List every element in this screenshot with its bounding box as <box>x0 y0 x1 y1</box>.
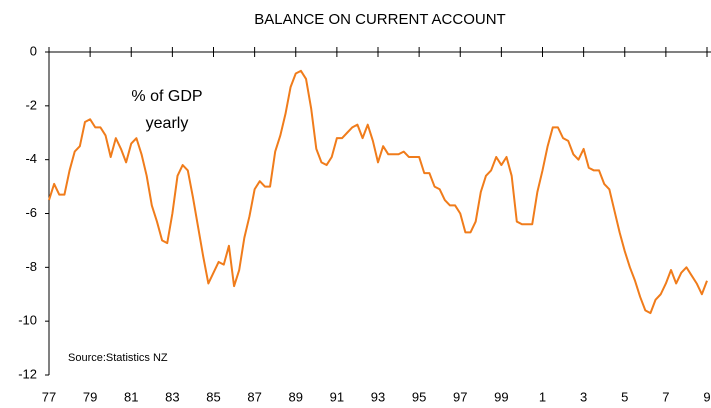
x-tick-label: 87 <box>247 389 261 404</box>
x-tick-label: 79 <box>83 389 97 404</box>
chart-title: BALANCE ON CURRENT ACCOUNT <box>254 11 505 28</box>
y-tick-label: -6 <box>25 205 37 220</box>
x-tick-label: 95 <box>412 389 426 404</box>
x-tick-label: 5 <box>621 389 628 404</box>
x-tick-label: 7 <box>662 389 669 404</box>
x-tick-label: 3 <box>580 389 587 404</box>
source-note: Source:Statistics NZ <box>68 352 168 364</box>
x-tick-label: 77 <box>42 389 56 404</box>
x-tick-label: 81 <box>124 389 138 404</box>
x-tick-label: 85 <box>206 389 220 404</box>
x-tick-label: 89 <box>289 389 303 404</box>
y-tick-label: -2 <box>25 97 37 112</box>
y-tick-label: -4 <box>25 151 37 166</box>
x-tick-label: 93 <box>371 389 385 404</box>
annotation: yearly <box>146 115 189 132</box>
x-tick-label: 1 <box>539 389 546 404</box>
x-tick-label: 9 <box>703 389 710 404</box>
y-tick-label: -10 <box>18 313 37 328</box>
y-tick-label: 0 <box>30 43 37 58</box>
x-tick-label: 97 <box>453 389 467 404</box>
x-tick-label: 99 <box>494 389 508 404</box>
x-tick-label: 83 <box>165 389 179 404</box>
y-tick-label: -8 <box>25 259 37 274</box>
data-line <box>48 69 708 315</box>
annotation: % of GDP <box>131 88 202 105</box>
x-tick-label: 91 <box>330 389 344 404</box>
y-tick-label: -12 <box>18 366 37 381</box>
